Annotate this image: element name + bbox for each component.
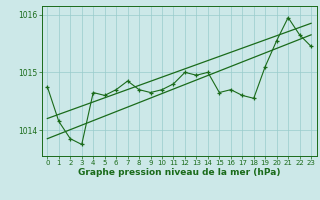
X-axis label: Graphe pression niveau de la mer (hPa): Graphe pression niveau de la mer (hPa)	[78, 168, 280, 177]
